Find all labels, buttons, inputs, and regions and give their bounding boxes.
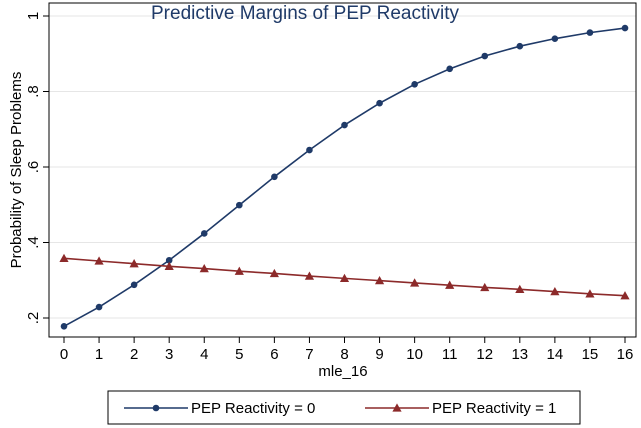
x-tick-label-1: 1: [95, 346, 103, 363]
x-tick-label-14: 14: [547, 346, 564, 363]
series-0: [60, 24, 629, 330]
x-axis: 0 1 2 3 4 5 6 7 8 9 10 11 12 13 14 15 16: [60, 337, 634, 363]
series-1-point-15: [585, 289, 595, 298]
x-tick-label-7: 7: [305, 346, 313, 363]
legend-item-1: PEP Reactivity = 1: [365, 400, 556, 417]
series-1-point-14: [550, 286, 560, 296]
series-0-point-3: [165, 256, 173, 264]
series-0-point-1: [95, 303, 103, 311]
series-1-point-13: [515, 284, 525, 293]
series-1-point-2: [129, 259, 139, 268]
series-1-point-6: [269, 268, 279, 278]
series-layer: [59, 24, 630, 330]
x-tick-label-13: 13: [511, 346, 528, 363]
series-1-point-16: [620, 291, 630, 300]
y-tick-label-1: .4: [25, 236, 42, 249]
gridlines: [49, 15, 636, 319]
series-0-point-4: [200, 230, 208, 237]
chart-title: Predictive Margins of PEP Reactivity: [151, 3, 459, 24]
legend-item-0: PEP Reactivity = 0: [124, 400, 315, 417]
y-axis: .2 .4 .6 .8 1: [25, 12, 49, 324]
series-0-point-2: [130, 281, 138, 289]
x-tick-label-8: 8: [340, 346, 348, 363]
series-1-point-10: [410, 278, 420, 287]
x-tick-label-6: 6: [270, 346, 278, 363]
x-axis-title: mle_16: [318, 363, 367, 380]
series-0-point-0: [60, 323, 68, 330]
series-0-point-8: [341, 121, 348, 129]
x-tick-label-0: 0: [60, 346, 68, 363]
series-0-point-15: [586, 29, 594, 36]
x-tick-label-12: 12: [476, 346, 493, 363]
x-tick-label-11: 11: [442, 346, 458, 363]
series-1-point-9: [374, 276, 385, 285]
x-tick-label-4: 4: [200, 346, 208, 363]
y-tick-label-2: .6: [25, 161, 42, 174]
series-0-point-13: [516, 42, 524, 50]
series-0-point-5: [236, 201, 243, 209]
legend-label-1: PEP Reactivity = 1: [432, 400, 556, 417]
legend-items: PEP Reactivity = 0 PEP Reactivity = 1: [124, 400, 556, 417]
series-0-point-6: [271, 173, 278, 181]
series-0-point-16: [621, 24, 629, 32]
y-tick-label-4: 1: [25, 12, 42, 20]
series-1-point-0: [59, 253, 69, 263]
plot-frame: [48, 2, 637, 338]
legend: PEP Reactivity = 0 PEP Reactivity = 1: [107, 390, 581, 425]
series-0-point-14: [551, 35, 559, 42]
series-0-point-11: [446, 65, 453, 73]
x-tick-label-16: 16: [617, 346, 634, 363]
series-0-point-7: [306, 146, 313, 154]
series-0-point-10: [411, 81, 418, 88]
series-0-point-9: [376, 99, 383, 107]
y-tick-label-0: .2: [25, 312, 42, 325]
series-1-point-5: [234, 266, 244, 275]
x-tick-label-9: 9: [375, 346, 383, 363]
x-tick-label-15: 15: [582, 346, 599, 363]
series-1-point-4: [199, 263, 209, 273]
legend-marker-0: [152, 404, 160, 412]
series-0-point-12: [481, 52, 489, 60]
series-1: [59, 253, 630, 300]
x-tick-label-10: 10: [406, 346, 423, 363]
y-tick-label-3: .8: [25, 85, 42, 98]
legend-label-0: PEP Reactivity = 0: [191, 400, 315, 417]
y-axis-title: Probability of Sleep Problems: [8, 72, 25, 269]
legend-marker-1: [392, 403, 402, 412]
series-1-point-3: [164, 261, 174, 270]
x-tick-label-3: 3: [165, 346, 173, 363]
series-1-point-11: [445, 280, 455, 289]
x-tick-label-2: 2: [130, 346, 138, 363]
series-1-point-1: [94, 256, 104, 265]
series-1-point-12: [480, 282, 490, 292]
series-1-point-7: [304, 271, 315, 280]
x-tick-label-5: 5: [235, 346, 243, 363]
series-1-point-8: [339, 273, 350, 283]
